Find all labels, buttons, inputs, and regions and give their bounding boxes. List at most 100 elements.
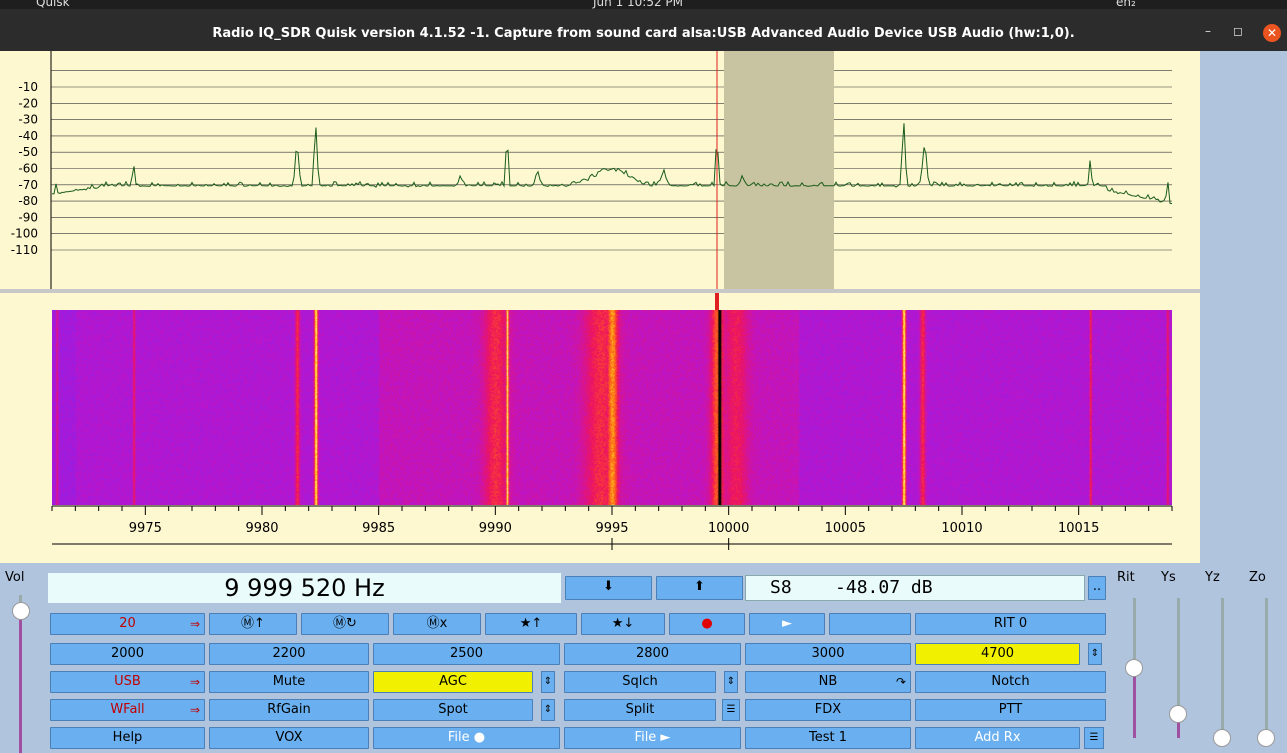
db-grid (51, 70, 1172, 251)
spectrum-graph[interactable]: -10 -20 -30 -40 -50 -60 -70 -80 -90 -100 -110 (0, 51, 1200, 289)
frequency-scale[interactable]: 9975 9980 9985 9990 9995 10000 10005 10010 10015 (0, 503, 1200, 563)
system-top-bar: Quisk Jun 1 10:52 PM en₂ (0, 0, 1287, 9)
bandwidth-2000-button[interactable]: 2000 (50, 643, 205, 665)
spectrum-trace (51, 123, 1173, 205)
vol-slider-knob[interactable] (12, 601, 30, 620)
freq-tick-label: 9985 (362, 521, 395, 536)
menu-arrow-icon: ⇒ (189, 703, 200, 717)
help-button[interactable]: Help (50, 727, 205, 749)
menu-arrow-icon: ⇒ (189, 617, 200, 631)
rit-slider-fill (1133, 668, 1136, 738)
zo-label: Zo (1249, 570, 1266, 585)
ys-slider[interactable] (1177, 598, 1180, 738)
add-rx-button[interactable]: Add Rx (915, 727, 1080, 749)
rit-button[interactable]: RIT 0 (915, 613, 1106, 635)
yz-label: Yz (1205, 570, 1220, 585)
screen-button[interactable]: WFall ⇒ (50, 699, 205, 721)
squelch-adjust-icon[interactable]: ⇕ (724, 671, 738, 693)
ptt-button[interactable]: PTT (915, 699, 1106, 721)
keyboard-indicator[interactable]: en₂ (1116, 0, 1136, 9)
noise-blanker-button[interactable]: NB ↷ (745, 671, 911, 693)
waterfall-canvas[interactable] (52, 310, 1172, 505)
memory-recall-button[interactable]: Ⓜ↻ (301, 613, 389, 635)
mode-label: USB (114, 674, 141, 689)
blank-button[interactable] (829, 613, 911, 635)
tune-up-button[interactable]: ⬆ (656, 576, 743, 600)
window-titlebar: Radio IQ_SDR Quisk version 4.1.52 -1. Ca… (0, 9, 1287, 51)
split-list-icon[interactable]: ☰ (722, 699, 740, 721)
freq-tick-label: 10005 (825, 521, 866, 536)
mode-button[interactable]: USB ⇒ (50, 671, 205, 693)
freq-tick-label: 10015 (1058, 521, 1099, 536)
db-tick-label: -110 (11, 243, 38, 257)
db-tick-label: -80 (18, 194, 38, 208)
clock[interactable]: Jun 1 10:52 PM (593, 0, 683, 9)
band-label: 20 (119, 616, 136, 631)
filter-passband (724, 51, 834, 289)
play-button[interactable]: ► (749, 613, 825, 635)
favorite-up-button[interactable]: ★↑ (485, 613, 577, 635)
spot-button[interactable]: Spot (373, 699, 533, 721)
bandwidth-2500-button[interactable]: 2500 (373, 643, 560, 665)
test-button[interactable]: Test 1 (745, 727, 911, 749)
ys-slider-fill (1177, 714, 1180, 738)
close-icon[interactable]: ✕ (1263, 24, 1281, 42)
db-tick-label: -10 (18, 80, 38, 94)
vox-button[interactable]: VOX (209, 727, 369, 749)
vol-label: Vol (5, 570, 25, 585)
bandwidth-3000-button[interactable]: 3000 (745, 643, 911, 665)
smeter-display[interactable]: S8 -48.07 dB (745, 575, 1085, 601)
freq-tick-label: 9990 (479, 521, 512, 536)
ys-label: Ys (1161, 570, 1176, 585)
bandwidth-adjust-icon[interactable]: ⇕ (1088, 643, 1102, 665)
frequency-display[interactable]: 9 999 520 Hz (48, 573, 561, 603)
bandwidth-2200-button[interactable]: 2200 (209, 643, 369, 665)
tune-down-button[interactable]: ⬇ (565, 576, 652, 600)
record-button[interactable]: ● (669, 613, 745, 635)
smeter-options-button[interactable]: .. (1088, 576, 1106, 600)
freq-tick-label: 9980 (245, 521, 278, 536)
file-record-button[interactable]: File ● (373, 727, 560, 749)
squelch-button[interactable]: Sqlch (564, 671, 716, 693)
screen-label: WFall (110, 702, 145, 717)
zo-slider[interactable] (1265, 598, 1268, 738)
yz-slider-knob[interactable] (1213, 729, 1231, 747)
fdx-button[interactable]: FDX (745, 699, 911, 721)
zo-slider-knob[interactable] (1257, 729, 1275, 747)
control-panel: Vol Rit Ys Yz Zo 9 999 520 Hz ⬇ ⬆ S8 -48… (0, 563, 1287, 753)
db-tick-label: -100 (11, 227, 38, 241)
agc-adjust-icon[interactable]: ⇕ (541, 671, 555, 693)
db-tick-label: -30 (18, 113, 38, 127)
split-button[interactable]: Split (564, 699, 716, 721)
tuning-marker (715, 293, 719, 310)
app-menu[interactable]: Quisk (36, 0, 70, 9)
notch-button[interactable]: Notch (915, 671, 1106, 693)
ys-slider-knob[interactable] (1169, 705, 1187, 724)
file-play-button[interactable]: File ► (564, 727, 741, 749)
rfgain-button[interactable]: RfGain (209, 699, 369, 721)
band-button[interactable]: 20 ⇒ (50, 613, 205, 635)
bandwidth-4700-button[interactable]: 4700 (915, 643, 1080, 665)
right-panel (1200, 51, 1287, 563)
agc-button[interactable]: AGC (373, 671, 533, 693)
cycle-icon: ↷ (895, 675, 906, 689)
db-tick-label: -60 (18, 162, 38, 176)
yz-slider[interactable] (1221, 598, 1224, 738)
vol-slider-fill (19, 610, 22, 753)
nb-label: NB (818, 674, 838, 689)
maximize-icon[interactable]: ◻ (1233, 24, 1243, 38)
mute-button[interactable]: Mute (209, 671, 369, 693)
memory-delete-button[interactable]: Ⓜx (393, 613, 481, 635)
spot-adjust-icon[interactable]: ⇕ (541, 699, 555, 721)
add-rx-list-icon[interactable]: ☰ (1084, 727, 1104, 749)
waterfall-area[interactable]: 9975 9980 9985 9990 9995 10000 10005 10010 10015 (0, 293, 1200, 563)
freq-tick-label: 10000 (708, 521, 749, 536)
graph-separator[interactable] (0, 289, 1200, 293)
rit-slider-knob[interactable] (1125, 659, 1143, 677)
minimize-icon[interactable]: – (1205, 24, 1211, 38)
bandwidth-2800-button[interactable]: 2800 (564, 643, 741, 665)
db-tick-label: -40 (18, 129, 38, 143)
favorite-down-button[interactable]: ★↓ (581, 613, 665, 635)
spectrum-svg[interactable]: -10 -20 -30 -40 -50 -60 -70 -80 -90 -100 -110 (0, 51, 1200, 289)
memory-save-button[interactable]: Ⓜ↑ (209, 613, 297, 635)
